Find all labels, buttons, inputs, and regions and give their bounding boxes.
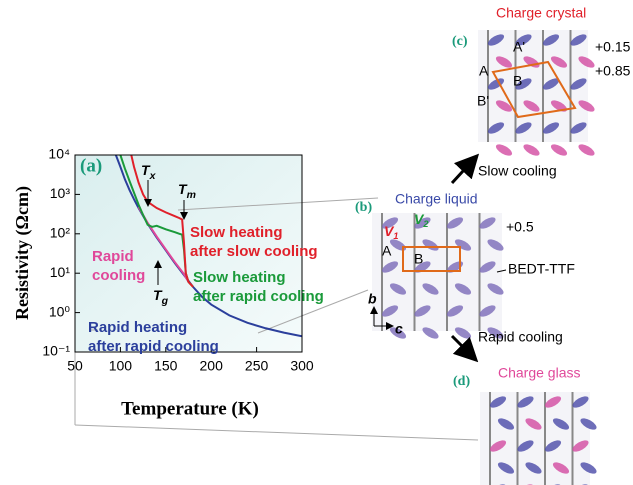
diagram-text: Charge glass — [498, 365, 581, 381]
diagram-text: b — [368, 291, 377, 307]
diagram-text: Slow cooling — [478, 163, 557, 179]
x-tick-label: 300 — [290, 358, 314, 374]
y-axis-label: Resistivity (Ωcm) — [12, 186, 33, 320]
figure: Resistivity (Ωcm) Temperature (K) (a) 10… — [0, 0, 633, 485]
diagram-text: Rapid cooling — [478, 329, 563, 345]
legend-entry: Rapid heating after rapid cooling — [88, 318, 219, 356]
arrow — [452, 336, 474, 358]
diagram-text: A' — [513, 39, 525, 55]
panel-label: (a) — [80, 155, 102, 176]
diagram-text: (d) — [453, 374, 470, 389]
y-tick-label: 10⁴ — [48, 146, 70, 162]
x-axis-label: Temperature (K) — [121, 398, 259, 419]
y-tick-label: 10⁻¹ — [42, 343, 70, 359]
diagram-text: A — [382, 243, 392, 259]
y-tick-label: 10⁰ — [49, 303, 71, 319]
diagram-text: BEDT-TTF — [508, 261, 575, 277]
diagram-text: Charge crystal — [496, 5, 586, 21]
diagram-text: A — [479, 63, 489, 79]
y-tick-label: 10² — [50, 225, 71, 241]
molecule — [577, 142, 597, 158]
legend-entry: Slow heating after slow cooling — [190, 223, 318, 261]
x-tick-label: 100 — [109, 358, 133, 374]
y-tick-label: 10³ — [50, 185, 71, 201]
x-tick-label: 50 — [67, 358, 83, 374]
diagram-text: B — [414, 251, 423, 267]
diagram-text: c — [395, 321, 403, 337]
diagram-text: B — [513, 73, 522, 89]
y-tick-label: 10¹ — [50, 264, 71, 280]
diagram-text: (b) — [355, 200, 372, 215]
annotation-sub: g — [161, 295, 169, 307]
diagram-text: +0.5 — [506, 219, 534, 235]
legend-entry: Slow heating after rapid cooling — [193, 268, 324, 306]
molecule — [522, 142, 542, 158]
annotation-sub: 1 — [393, 231, 398, 241]
legend-entry: Rapid cooling — [92, 247, 145, 285]
diagram-text: (c) — [452, 34, 468, 49]
molecule — [494, 142, 514, 158]
x-tick-label: 150 — [154, 358, 178, 374]
annotation-sub: 2 — [422, 219, 428, 229]
annotation-sub: m — [187, 189, 196, 201]
diagram-text: Charge liquid — [395, 191, 478, 207]
x-tick-label: 200 — [200, 358, 224, 374]
arrow — [452, 158, 475, 183]
molecule — [549, 142, 569, 158]
x-tick-label: 250 — [245, 358, 269, 374]
diagram-text: +0.15 — [595, 39, 631, 55]
diagram-text: B' — [477, 93, 489, 109]
diagram-text: +0.85 — [595, 63, 631, 79]
annotation-sub: x — [149, 170, 157, 182]
